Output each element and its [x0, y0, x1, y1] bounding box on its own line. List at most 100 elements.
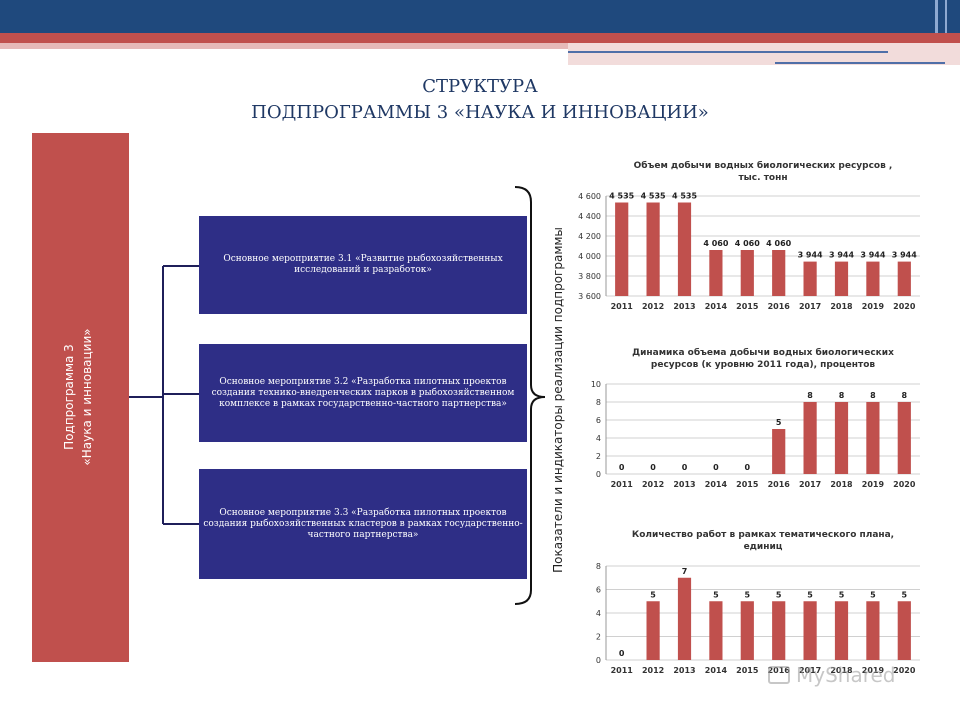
- chart-1-x-tick-label: 2015: [736, 302, 759, 311]
- chart-2-data-label: 8: [870, 391, 876, 400]
- chart-2-y-tick-label: 2: [596, 452, 601, 461]
- chart-2-bar: [897, 402, 911, 474]
- chart-2-y-tick-label: 10: [591, 380, 601, 389]
- chart-1-data-label: 4 535: [641, 192, 666, 201]
- chart-2-title-line: ресурсов (к уровню 2011 года), процентов: [651, 360, 875, 370]
- chart-2-x-tick-label: 2020: [893, 480, 916, 489]
- chart-1-x-tick-label: 2020: [893, 302, 916, 311]
- chart-3-y-tick-label: 2: [596, 633, 601, 642]
- chart-2-data-label: 8: [807, 391, 813, 400]
- chart-2-data-label: 0: [713, 463, 719, 472]
- chart-3-bar: [677, 577, 692, 660]
- slide-title-line1: СТРУКТУРА: [422, 76, 538, 97]
- header-accent-line: [935, 0, 938, 33]
- chart-3-y-tick-label: 8: [596, 562, 601, 571]
- chart-1-data-label: 4 535: [609, 192, 634, 201]
- chart-2-x-tick-label: 2016: [768, 480, 791, 489]
- chart-2-bar: [834, 402, 849, 474]
- chart-1-data-label: 3 944: [892, 251, 917, 260]
- chart-2-data-label: 0: [682, 463, 688, 472]
- chart-3-data-label: 7: [682, 567, 688, 576]
- chart-3-data-label: 5: [745, 590, 751, 599]
- chart-3-title-line: единиц: [744, 542, 783, 552]
- chart-3-bar: [709, 601, 723, 660]
- chart-3-data-label: 5: [902, 590, 908, 599]
- chart-1-y-tick-label: 4 600: [578, 192, 601, 201]
- chart-2-bar: [803, 402, 817, 474]
- chart-3-x-tick-label: 2011: [611, 666, 634, 675]
- chart-2-x-tick-label: 2019: [862, 480, 885, 489]
- chart-2-bar: [772, 429, 786, 474]
- chart-3-x-tick-label: 2020: [893, 666, 916, 675]
- chart-2-data-label: 8: [902, 391, 908, 400]
- cart-icon: [768, 666, 790, 684]
- chart-1-y-tick-label: 4 000: [578, 252, 601, 261]
- chart-1-data-label: 4 060: [766, 239, 791, 248]
- chart-2-x-tick-label: 2013: [673, 480, 695, 489]
- chart-2-bar: [866, 402, 880, 474]
- chart-1-bar: [709, 250, 723, 296]
- chart-1-bar: [772, 250, 786, 296]
- chart-1-title-line: тыс. тонн: [738, 173, 787, 183]
- watermark-text: MyShared: [796, 663, 896, 687]
- chart-1-bar: [677, 202, 692, 296]
- chart-3-x-tick-label: 2014: [705, 666, 728, 675]
- chart-1-x-tick-label: 2011: [611, 302, 634, 311]
- subprogram-label-line2: «Наука и инновации»: [80, 328, 94, 466]
- chart-3-y-tick-label: 0: [596, 656, 601, 665]
- chart-2-y-tick-label: 8: [596, 398, 601, 407]
- chart-2-data-label: 5: [776, 418, 782, 427]
- chart-1-bar: [646, 202, 660, 296]
- header-accent-box: [568, 43, 960, 65]
- chart-1-bar: [740, 250, 754, 296]
- chart-3-data-label: 5: [650, 590, 656, 599]
- chart-3-bar: [866, 601, 880, 660]
- chart-1-bar: [897, 261, 911, 296]
- chart-1-x-tick-label: 2016: [768, 302, 791, 311]
- chart-3-bar: [772, 601, 786, 660]
- header-accent-line: [775, 62, 945, 64]
- chart-1-x-tick-label: 2013: [673, 302, 695, 311]
- chart-2-x-tick-label: 2018: [830, 480, 853, 489]
- measure-box-3-1: Основное мероприятие 3.1 «Развитие рыбох…: [199, 216, 527, 314]
- chart-2-x-tick-label: 2015: [736, 480, 759, 489]
- chart-3-x-tick-label: 2013: [673, 666, 695, 675]
- chart-2-x-tick-label: 2011: [611, 480, 634, 489]
- chart-1-x-tick-label: 2014: [705, 302, 728, 311]
- chart-1-y-tick-label: 4 200: [578, 232, 601, 241]
- chart-3-y-tick-label: 6: [596, 586, 601, 595]
- subprogram-label-line1: Подпрограмма 3: [62, 344, 76, 450]
- slide-title-line2: ПОДПРОГРАММЫ 3 «НАУКА И ИННОВАЦИИ»: [251, 102, 709, 123]
- chart-2-y-tick-label: 4: [596, 434, 601, 443]
- chart-3-data-label: 0: [619, 649, 625, 658]
- chart-3-bar: [834, 601, 849, 660]
- chart-1-data-label: 4 535: [672, 192, 697, 201]
- chart-1-data-label: 3 944: [860, 251, 885, 260]
- chart-2-data-label: 8: [839, 391, 845, 400]
- chart-2-x-tick-label: 2012: [642, 480, 664, 489]
- header-accent-line: [945, 0, 947, 33]
- chart-1-data-label: 3 944: [829, 251, 854, 260]
- chart-3-x-tick-label: 2016: [768, 666, 791, 675]
- subprogram-block: [32, 133, 129, 662]
- header-stripe-pink: [0, 43, 960, 49]
- chart-1-y-tick-label: 3 800: [578, 272, 601, 281]
- chart-2-y-tick-label: 6: [596, 416, 601, 425]
- chart-3-x-tick-label: 2015: [736, 666, 759, 675]
- chart-3-x-tick-label: 2017: [799, 666, 821, 675]
- chart-1-data-label: 4 060: [703, 239, 728, 248]
- chart-2-y-tick-label: 0: [596, 470, 601, 479]
- measure-box-3-2: Основное мероприятие 3.2 «Разработка пил…: [199, 344, 527, 442]
- header-stripe-red: [0, 33, 960, 43]
- chart-1-x-tick-label: 2018: [830, 302, 853, 311]
- chart-1-bar: [834, 261, 849, 296]
- chart-1-bar: [615, 202, 629, 296]
- chart-1-x-tick-label: 2012: [642, 302, 664, 311]
- slide-title: СТРУКТУРА ПОДПРОГРАММЫ 3 «НАУКА И ИННОВА…: [180, 74, 780, 126]
- chart-3-data-label: 5: [713, 590, 719, 599]
- chart-3-data-label: 5: [870, 590, 876, 599]
- chart-3-x-tick-label: 2012: [642, 666, 664, 675]
- chart-2-x-tick-label: 2017: [799, 480, 821, 489]
- header-accent-line: [568, 51, 888, 53]
- chart-2-x-tick-label: 2014: [705, 480, 728, 489]
